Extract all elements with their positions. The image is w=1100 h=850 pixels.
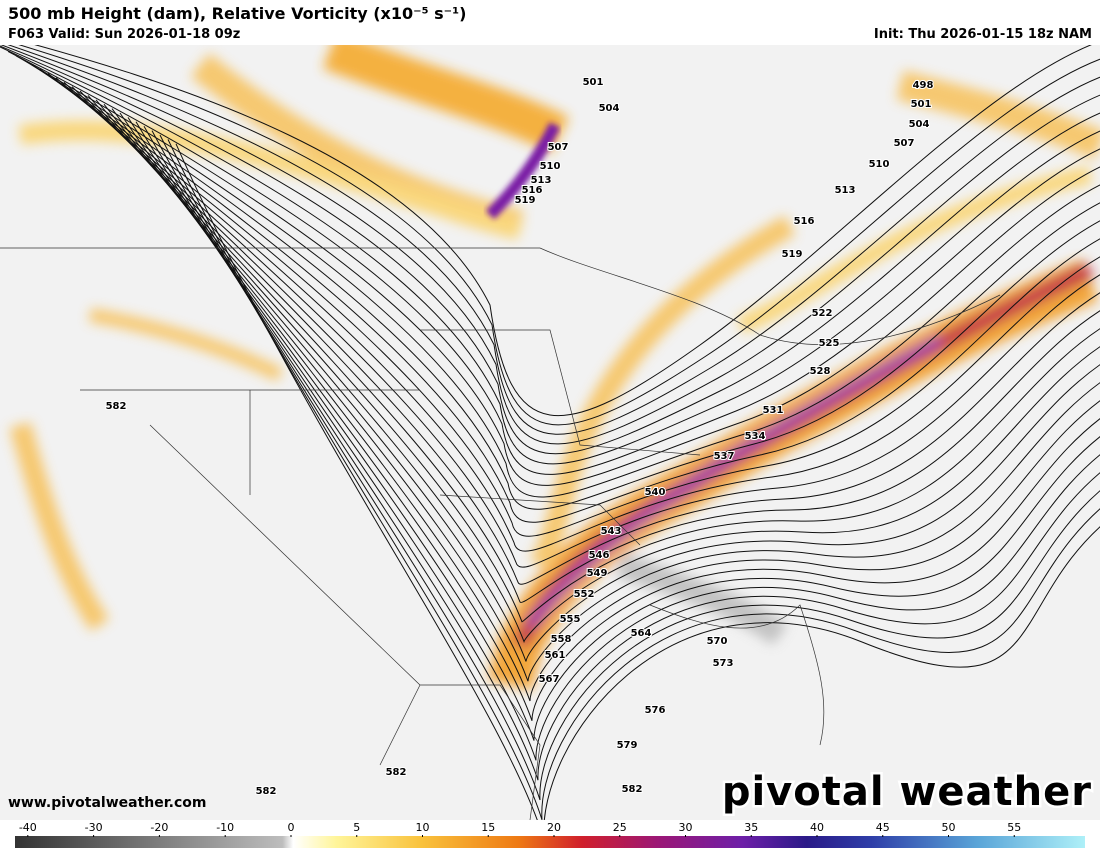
contour-label: 510 <box>869 159 890 170</box>
colorbar-tick-label: 30 <box>679 821 693 834</box>
contour-label: 534 <box>745 431 766 442</box>
valid-time: F063 Valid: Sun 2026-01-18 09z <box>8 27 241 42</box>
colorbar-tick-label: 15 <box>481 821 495 834</box>
contour-label: 570 <box>707 636 728 647</box>
colorbar-tick-label: 10 <box>416 821 430 834</box>
contour-label: 558 <box>551 634 572 645</box>
contour-label: 510 <box>540 161 561 172</box>
contour-line <box>0 46 1100 465</box>
contour-label: 513 <box>531 175 552 186</box>
contour-line <box>87 95 1100 623</box>
contour-label: 513 <box>835 185 856 196</box>
contour-line <box>175 143 1100 820</box>
contour-label: 519 <box>515 195 536 206</box>
contour-label: 579 <box>617 740 638 751</box>
contour-line <box>143 125 1100 761</box>
contour-label: 507 <box>894 138 915 149</box>
contour-line <box>79 90 1100 603</box>
contour-line <box>159 134 1100 801</box>
contour-label: 516 <box>794 216 815 227</box>
contour-label: 531 <box>763 405 784 416</box>
contour-label: 501 <box>911 99 932 110</box>
contour-line <box>63 81 1100 568</box>
contour-label: 537 <box>714 451 735 462</box>
vorticity-max <box>485 122 561 220</box>
colorbar-tick-label: 55 <box>1007 821 1021 834</box>
contour-line <box>18 45 1100 426</box>
colorbar-tick-label: 0 <box>288 821 295 834</box>
contour-label: 576 <box>645 705 666 716</box>
contour-line <box>34 45 1092 417</box>
contour-line <box>95 99 1100 644</box>
contour-label: 555 <box>560 614 581 625</box>
contour-line <box>7 50 1100 475</box>
contour-line <box>31 64 1100 510</box>
contour-label: 567 <box>539 674 560 685</box>
height-contours <box>0 45 1100 820</box>
contour-label: 561 <box>545 650 566 661</box>
contour-label: 525 <box>819 338 840 349</box>
colorbar-tick-label: 35 <box>744 821 758 834</box>
borders <box>0 247 1001 820</box>
contour-label: 564 <box>631 628 652 639</box>
contour-line <box>15 55 1100 486</box>
contour-line <box>151 130 1100 781</box>
map-background <box>0 45 1100 820</box>
contour-line <box>127 117 1100 721</box>
colorbar-tick-label: -30 <box>85 821 103 834</box>
colorbar: -40 -30 -20 -10 0 5 10 15 20 25 30 35 40 45 50 55 <box>15 821 1085 848</box>
colorbar-tick-label: 40 <box>810 821 824 834</box>
colorbar-tick-label: 20 <box>547 821 561 834</box>
colorbar-tick-label: 50 <box>942 821 956 834</box>
contour-line <box>119 112 1100 702</box>
colorbar-tick-label: 45 <box>876 821 890 834</box>
contour-line <box>167 139 1100 820</box>
contour-line <box>0 45 1100 455</box>
contour-line <box>0 45 1100 445</box>
contour-label: 582 <box>106 401 127 412</box>
colorbar-tick-label: 25 <box>613 821 627 834</box>
contour-label: 573 <box>713 658 734 669</box>
contour-label: 582 <box>386 767 407 778</box>
colorbar-scale <box>15 836 1085 848</box>
contour-line <box>23 59 1100 498</box>
website[interactable]: www.pivotalweather.com <box>8 795 207 811</box>
contour-label: 519 <box>782 249 803 260</box>
colorbar-tick-label: -10 <box>216 821 234 834</box>
logo: pivotal weather <box>722 769 1092 815</box>
contour-label: 543 <box>601 526 622 537</box>
contour-label: 546 <box>589 550 610 561</box>
init-time: Init: Thu 2026-01-15 18z NAM <box>873 27 1092 42</box>
contour-line <box>135 121 1100 741</box>
contour-label: 498 <box>913 80 934 91</box>
contour-label: 504 <box>909 119 930 130</box>
contour-label: 504 <box>599 103 620 114</box>
contour-label: 540 <box>645 487 666 498</box>
contour-label: 507 <box>548 142 569 153</box>
contour-label: 522 <box>812 308 833 319</box>
contour-line <box>103 103 1100 662</box>
contour-line <box>39 68 1100 523</box>
vorticity-shading <box>9 45 1100 691</box>
contour-line <box>47 73 1100 537</box>
contour-label: 582 <box>256 786 277 797</box>
contour-line <box>111 108 1100 682</box>
contour-label: 516 <box>522 185 543 196</box>
colorbar-tick-label: -40 <box>19 821 37 834</box>
contour-label: 528 <box>810 366 831 377</box>
contour-label: 552 <box>574 589 595 600</box>
contour-line <box>55 77 1100 552</box>
colorbar-tick-label: -20 <box>150 821 168 834</box>
contour-label: 501 <box>583 77 604 88</box>
title: 500 mb Height (dam), Relative Vorticity … <box>8 4 467 23</box>
contour-label: 549 <box>587 568 608 579</box>
contour-label: 582 <box>622 784 643 795</box>
contour-line <box>7 45 1100 435</box>
contour-line <box>71 86 1100 585</box>
colorbar-tick-label: 5 <box>353 821 360 834</box>
